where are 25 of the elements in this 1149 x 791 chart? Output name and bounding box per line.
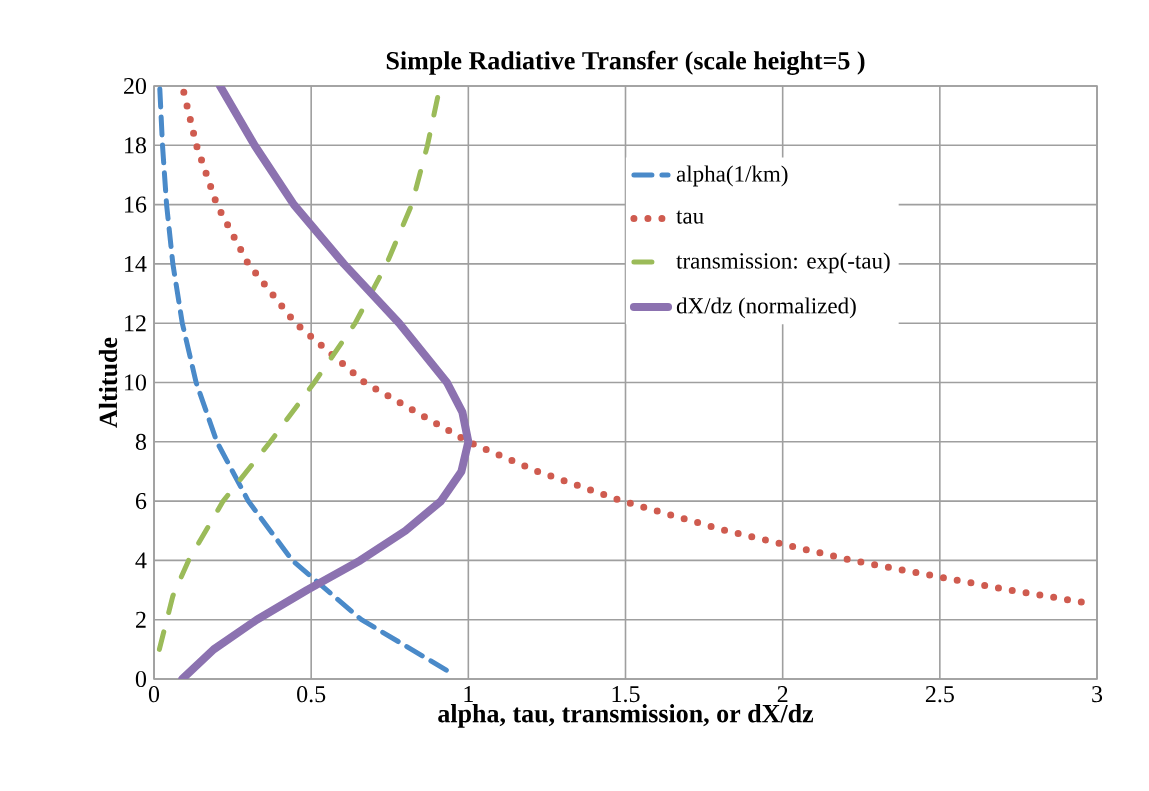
x-axis-title: alpha, tau, transmission, or dX/dz <box>438 704 814 728</box>
y-tick-label: 0 <box>135 670 147 688</box>
x-tick-label: 2 <box>777 686 788 702</box>
y-tick-label: 10 <box>125 374 147 391</box>
y-tick-label: 8 <box>135 433 147 450</box>
x-tick-label: 3 <box>1092 686 1103 703</box>
x-tick-label: 0.5 <box>297 686 326 703</box>
y-tick-label: 2 <box>136 611 146 628</box>
legend-label: transmission: exp(-tau) <box>676 252 890 274</box>
x-tick-label: 1.5 <box>612 686 640 703</box>
y-tick-label: 18 <box>125 137 147 154</box>
y-tick-label: 12 <box>125 315 146 332</box>
legend-label: alpha(1/km) <box>676 165 788 187</box>
chart-title: Simple Radiative Transfer (scale height=5 ) <box>386 50 865 75</box>
y-tick-label: 4 <box>135 552 147 569</box>
y-tick-label: 20 <box>124 77 147 95</box>
legend-label: tau <box>676 210 704 224</box>
y-tick-label: 16 <box>125 196 147 213</box>
y-axis-title: Altitude <box>98 337 118 428</box>
x-tick-label: 0 <box>148 686 160 703</box>
legend-label: dX/dz (normalized) <box>676 297 856 319</box>
x-tick-label: 2.5 <box>925 686 954 703</box>
y-tick-label: 6 <box>135 493 147 510</box>
y-tick-label: 14 <box>125 255 147 272</box>
x-tick-label: 1 <box>464 686 473 702</box>
